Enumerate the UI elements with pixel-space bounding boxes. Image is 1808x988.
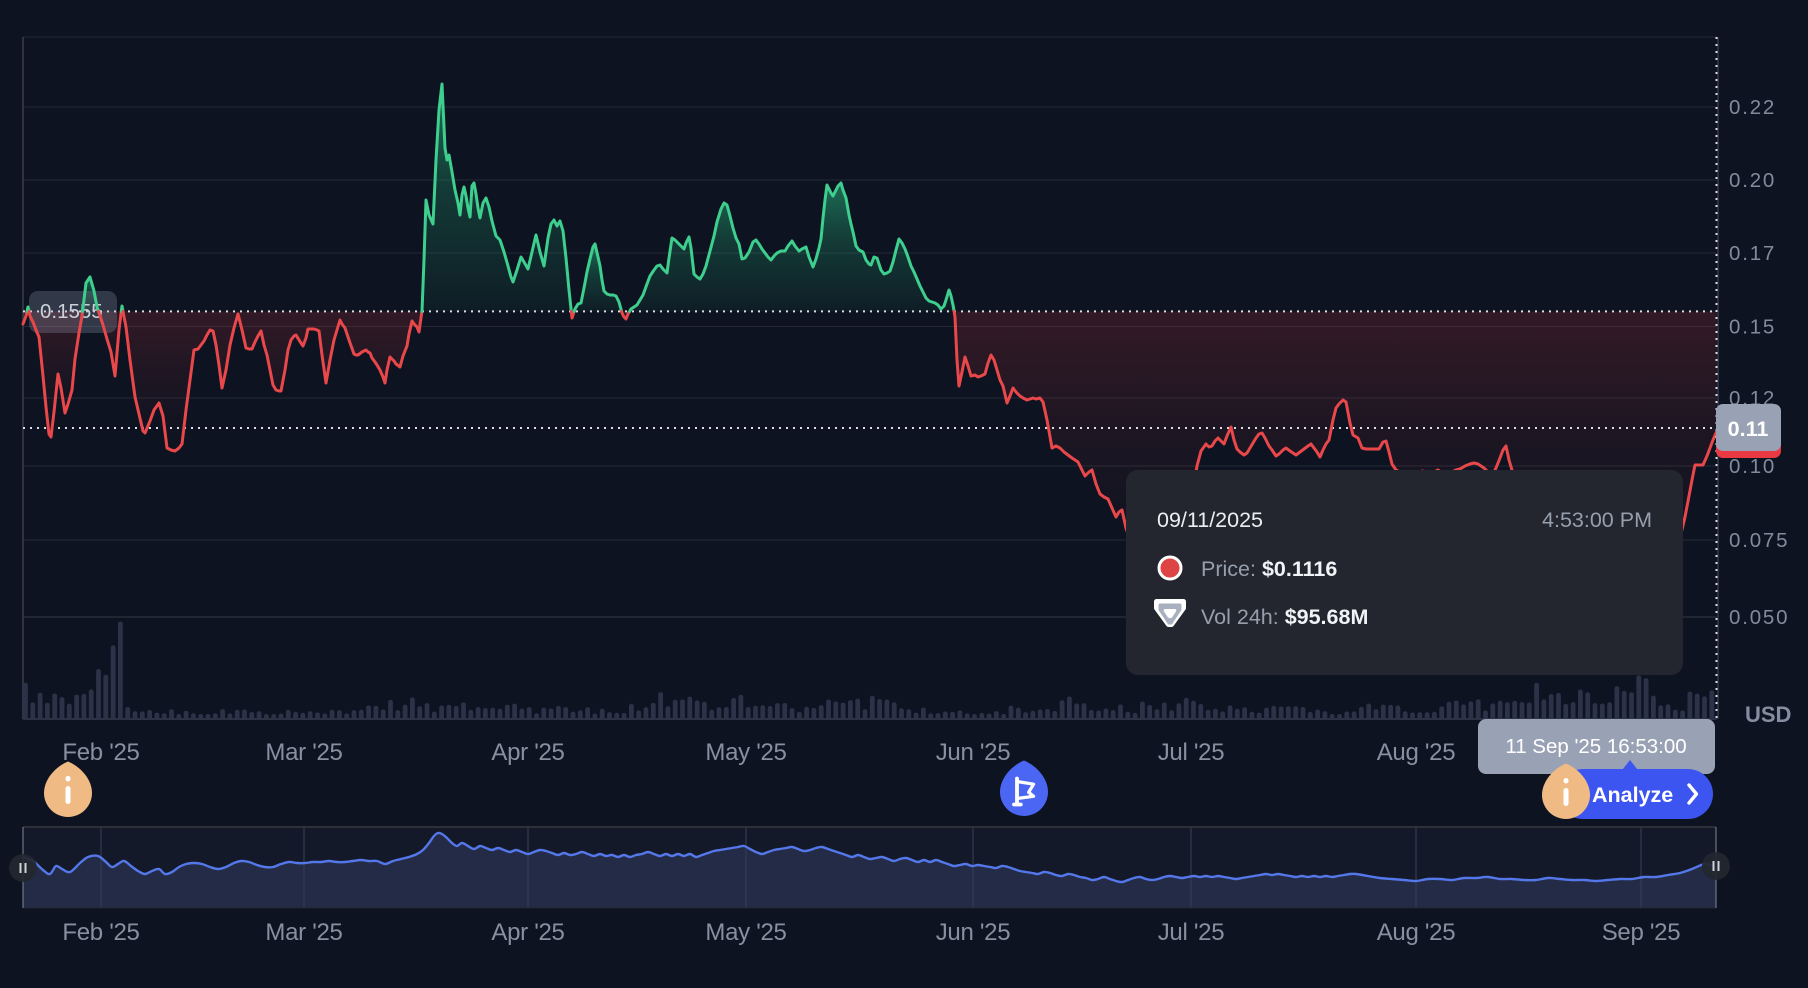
svg-text:Jul '25: Jul '25: [1158, 919, 1225, 946]
svg-text:Apr '25: Apr '25: [491, 739, 564, 766]
svg-text:Feb '25: Feb '25: [62, 919, 139, 946]
svg-text:4:53:00 PM: 4:53:00 PM: [1542, 508, 1652, 532]
svg-text:Apr '25: Apr '25: [491, 919, 564, 946]
svg-text:USD: USD: [1745, 702, 1791, 727]
svg-text:0.10: 0.10: [1729, 455, 1776, 478]
svg-text:0.075: 0.075: [1729, 529, 1789, 552]
svg-text:0.15: 0.15: [1729, 316, 1776, 339]
svg-text:Jun '25: Jun '25: [936, 919, 1011, 946]
svg-text:0.11: 0.11: [1728, 417, 1769, 441]
svg-text:Price: $0.1116: Price: $0.1116: [1201, 557, 1337, 581]
svg-text:Mar '25: Mar '25: [265, 739, 342, 766]
svg-text:0.17: 0.17: [1729, 242, 1776, 265]
svg-text:May '25: May '25: [705, 919, 786, 946]
svg-text:0.22: 0.22: [1729, 96, 1776, 119]
svg-text:Feb '25: Feb '25: [62, 739, 139, 766]
svg-text:0.20: 0.20: [1729, 169, 1776, 192]
svg-text:Mar '25: Mar '25: [265, 919, 342, 946]
svg-text:Jun '25: Jun '25: [936, 739, 1011, 766]
svg-text:Jul '25: Jul '25: [1158, 739, 1225, 766]
svg-text:0.1555: 0.1555: [40, 300, 103, 323]
svg-text:Aug '25: Aug '25: [1377, 919, 1456, 946]
svg-text:May '25: May '25: [705, 739, 786, 766]
svg-text:Aug '25: Aug '25: [1377, 739, 1456, 766]
svg-text:Sep '25: Sep '25: [1602, 919, 1681, 946]
svg-text:Analyze: Analyze: [1592, 783, 1673, 807]
svg-text:Vol 24h: $95.68M: Vol 24h: $95.68M: [1201, 605, 1368, 629]
svg-text:09/11/2025: 09/11/2025: [1157, 508, 1263, 532]
svg-text:11 Sep '25 16:53:00: 11 Sep '25 16:53:00: [1505, 735, 1686, 758]
svg-text:0.050: 0.050: [1729, 606, 1789, 629]
